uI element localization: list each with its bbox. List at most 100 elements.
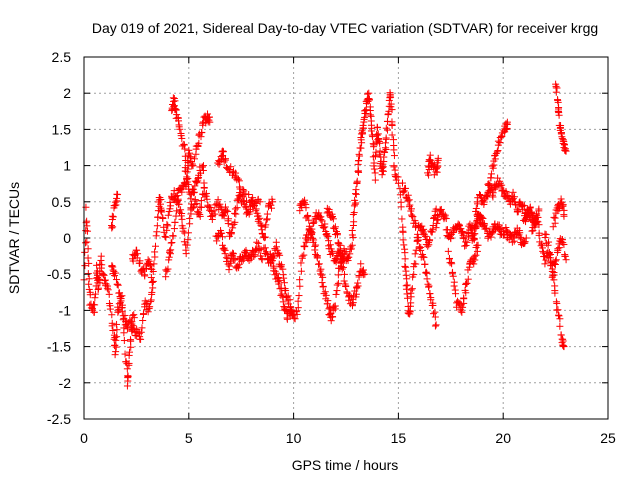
data-point xyxy=(358,139,366,147)
data-point xyxy=(401,262,409,270)
data-point xyxy=(187,154,195,162)
data-point xyxy=(333,231,341,239)
data-point xyxy=(459,303,467,311)
data-point xyxy=(471,252,479,260)
data-point xyxy=(348,241,356,249)
data-point xyxy=(112,201,120,209)
data-point xyxy=(137,335,145,343)
data-point xyxy=(114,191,122,199)
data-point xyxy=(308,229,316,237)
data-point xyxy=(183,168,191,176)
data-point xyxy=(173,198,181,206)
data-point xyxy=(151,248,159,256)
data-point xyxy=(231,218,239,226)
data-point xyxy=(407,286,415,294)
data-point xyxy=(321,288,329,296)
data-point xyxy=(383,126,391,134)
data-point xyxy=(408,211,416,219)
data-point xyxy=(470,260,478,268)
data-point xyxy=(433,219,441,227)
data-point xyxy=(191,155,199,163)
data-point xyxy=(535,205,543,213)
data-point xyxy=(412,260,420,268)
data-point xyxy=(294,304,302,312)
data-point xyxy=(357,144,365,152)
data-point xyxy=(489,189,497,197)
data-point xyxy=(193,200,201,208)
data-point xyxy=(463,279,471,287)
data-point xyxy=(320,224,328,232)
data-point xyxy=(332,290,340,298)
data-point xyxy=(297,259,305,267)
data-point xyxy=(220,158,228,166)
data-point xyxy=(163,220,171,228)
data-point xyxy=(279,293,287,301)
data-point xyxy=(146,262,154,270)
data-point xyxy=(420,225,428,233)
data-point xyxy=(194,175,202,183)
data-point xyxy=(81,248,89,256)
data-point xyxy=(124,373,132,381)
data-point xyxy=(106,305,114,313)
data-point xyxy=(311,246,319,254)
data-point xyxy=(352,199,360,207)
data-point xyxy=(117,295,125,303)
data-point xyxy=(277,291,285,299)
data-point xyxy=(261,233,269,241)
data-point xyxy=(219,245,227,253)
data-point xyxy=(229,224,237,232)
data-point xyxy=(300,243,308,251)
data-point xyxy=(424,242,432,250)
data-point xyxy=(357,134,365,142)
data-point xyxy=(312,241,320,249)
data-point xyxy=(420,231,428,239)
data-point xyxy=(123,325,131,333)
data-point xyxy=(233,204,241,212)
data-point xyxy=(109,213,117,221)
data-point xyxy=(266,250,274,258)
data-point xyxy=(263,216,271,224)
data-point xyxy=(268,204,276,212)
data-point xyxy=(199,163,207,171)
data-point xyxy=(104,286,112,294)
data-point xyxy=(221,250,229,258)
data-point xyxy=(448,269,456,277)
data-point xyxy=(349,299,357,307)
data-point xyxy=(231,172,239,180)
data-point xyxy=(341,270,349,278)
data-point xyxy=(100,271,108,279)
data-point xyxy=(157,207,165,215)
data-point xyxy=(423,275,431,283)
data-point xyxy=(144,256,152,264)
data-point xyxy=(302,204,310,212)
data-point xyxy=(429,301,437,309)
data-point xyxy=(432,321,440,329)
data-point xyxy=(109,326,117,334)
data-point xyxy=(360,118,368,126)
data-point xyxy=(280,279,288,287)
data-point xyxy=(85,285,93,293)
data-point xyxy=(426,290,434,298)
data-point xyxy=(372,148,380,156)
data-point xyxy=(382,146,390,154)
data-point xyxy=(144,308,152,316)
data-point xyxy=(331,223,339,231)
data-point xyxy=(458,228,466,236)
data-point xyxy=(313,254,321,262)
data-point xyxy=(258,255,266,263)
data-point xyxy=(197,197,205,205)
data-point xyxy=(113,197,121,205)
data-point xyxy=(148,288,156,296)
data-point xyxy=(284,292,292,300)
data-point xyxy=(112,348,120,356)
data-point xyxy=(418,227,426,235)
data-point xyxy=(277,284,285,292)
data-point xyxy=(210,207,218,215)
data-point xyxy=(376,139,384,147)
data-point xyxy=(238,257,246,265)
data-point xyxy=(424,283,432,291)
data-point xyxy=(186,215,194,223)
data-point xyxy=(295,292,303,300)
data-point xyxy=(382,139,390,147)
data-point xyxy=(352,190,360,198)
